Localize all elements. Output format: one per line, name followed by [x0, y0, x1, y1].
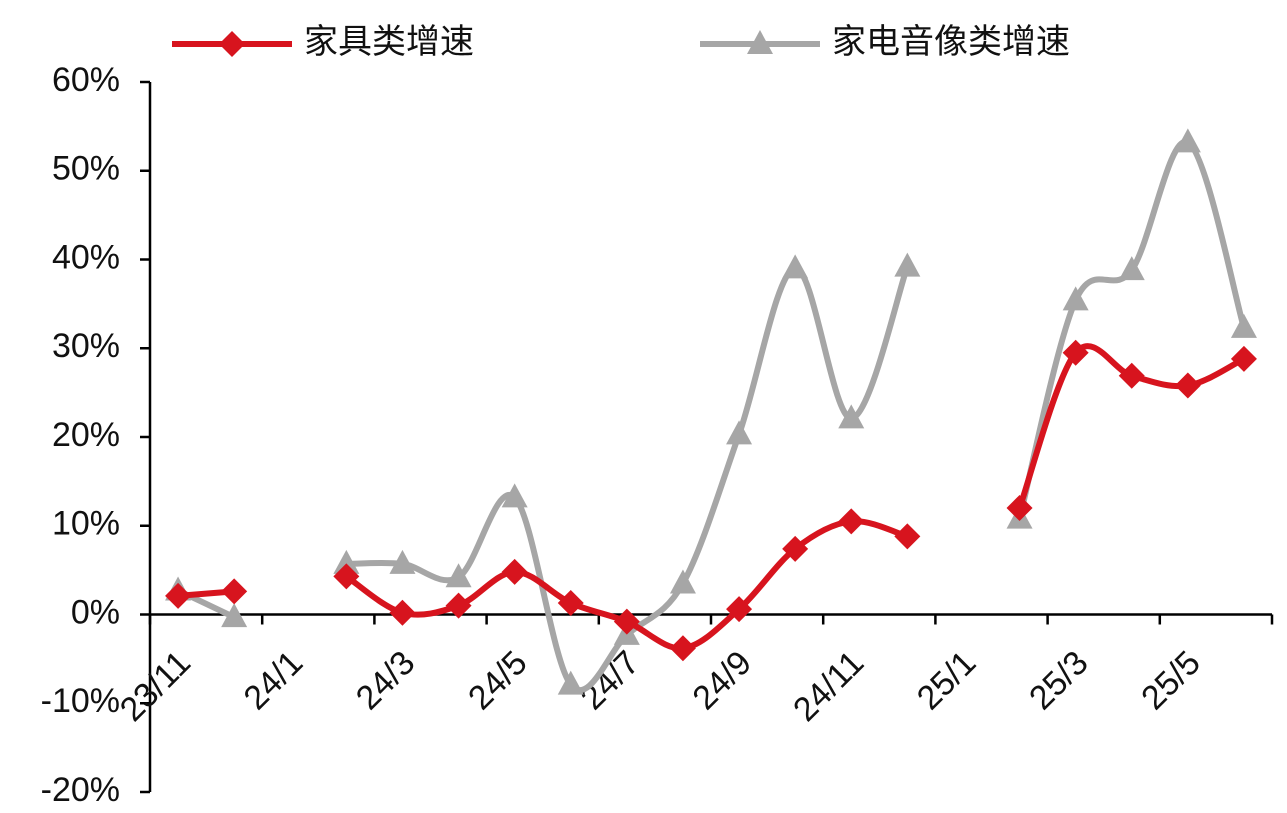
- data-point: [1118, 362, 1145, 389]
- y-tick-label: 30%: [52, 327, 120, 365]
- data-point: [1006, 495, 1033, 521]
- data-point: [838, 508, 865, 535]
- data-point: [726, 420, 753, 445]
- legend-label: 家电音像类增速: [832, 23, 1070, 61]
- data-point: [445, 563, 472, 588]
- data-point: [894, 252, 921, 277]
- data-point: [221, 603, 248, 628]
- legend-marker: [747, 30, 773, 54]
- x-tick-label: 23/11: [113, 644, 198, 729]
- x-tick-label: 24/11: [786, 644, 871, 729]
- data-point: [838, 404, 865, 429]
- data-point: [165, 582, 192, 609]
- data-point: [221, 578, 248, 605]
- x-tick-label: 24/3: [349, 644, 423, 718]
- x-tick-label: 24/1: [237, 644, 311, 718]
- data-point: [501, 558, 528, 585]
- data-point: [1062, 339, 1089, 366]
- data-point: [557, 670, 584, 695]
- y-tick-label: 20%: [52, 416, 120, 454]
- y-tick-label: 60%: [52, 61, 120, 99]
- data-point: [333, 563, 360, 590]
- data-point: [1230, 313, 1257, 338]
- series-line: [176, 139, 1247, 693]
- data-point: [669, 569, 696, 594]
- x-tick-label: 24/9: [685, 644, 759, 718]
- series-line: [177, 343, 1246, 652]
- data-point: [1230, 345, 1257, 372]
- data-point: [445, 592, 472, 619]
- legend-label: 家具类增速: [304, 23, 474, 61]
- data-point: [669, 635, 696, 662]
- y-tick-label: -10%: [41, 682, 120, 720]
- data-point: [333, 549, 360, 574]
- x-tick-label: 24/5: [461, 644, 535, 718]
- data-point: [389, 549, 416, 574]
- data-point: [613, 608, 640, 635]
- y-tick-label: 10%: [52, 505, 120, 543]
- data-point: [1174, 372, 1201, 399]
- data-point: [726, 596, 753, 623]
- data-point: [389, 599, 416, 626]
- data-point: [1118, 256, 1145, 281]
- legend-marker: [219, 31, 245, 57]
- x-tick-label: 25/3: [1022, 644, 1096, 718]
- data-point: [782, 254, 809, 279]
- x-tick-label: 25/5: [1134, 644, 1208, 718]
- y-tick-label: 0%: [71, 593, 120, 631]
- y-tick-label: 50%: [52, 150, 120, 188]
- data-point: [1174, 128, 1201, 153]
- x-tick-label: 25/1: [910, 644, 984, 718]
- y-tick-label: -20%: [41, 771, 120, 809]
- y-tick-label: 40%: [52, 238, 120, 276]
- data-point: [1062, 286, 1089, 311]
- data-point: [557, 589, 584, 616]
- data-point: [894, 523, 921, 550]
- data-point: [782, 535, 809, 562]
- data-point: [501, 483, 528, 508]
